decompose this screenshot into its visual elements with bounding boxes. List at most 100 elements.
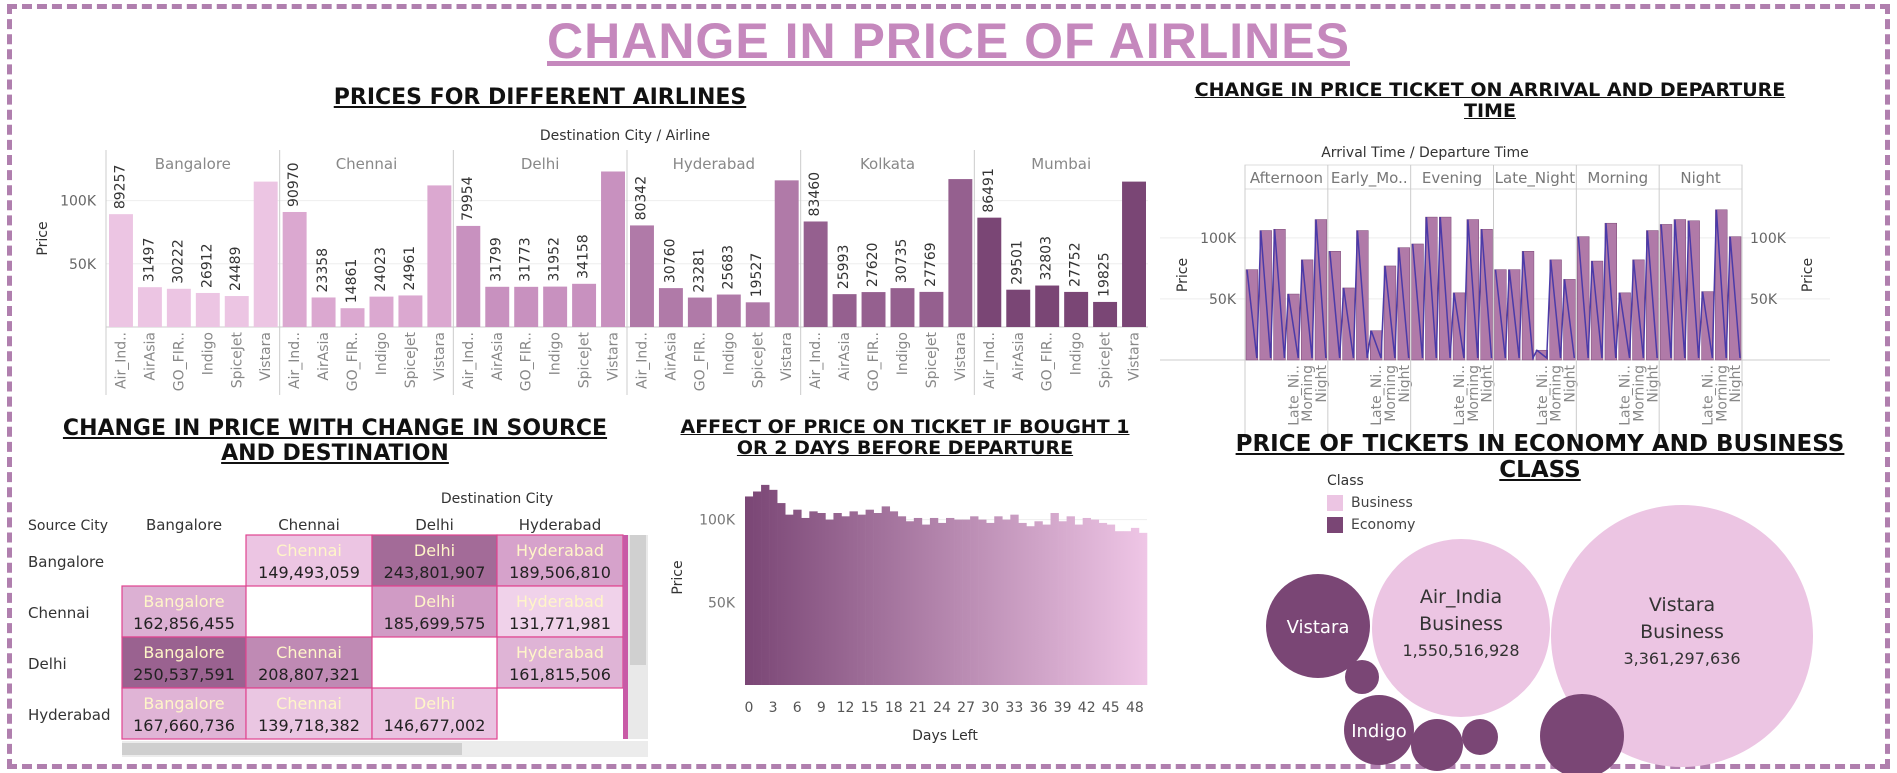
data-label: 23281	[691, 248, 707, 293]
x-tick-label: 27	[957, 700, 975, 716]
bar	[1026, 526, 1035, 685]
cell-value: 167,660,736	[133, 716, 235, 735]
bar	[1010, 514, 1019, 685]
bar	[1090, 519, 1100, 685]
bar	[905, 521, 915, 685]
cell-value: 243,801,907	[384, 563, 486, 582]
bar	[978, 519, 987, 685]
legend-item-economy[interactable]: Economy	[1327, 517, 1415, 533]
bar	[809, 511, 818, 685]
bar	[1082, 517, 1092, 685]
data-label: 30760	[662, 239, 678, 284]
bar	[137, 287, 162, 327]
bar	[921, 524, 931, 685]
bar	[761, 484, 770, 685]
x-tick-label: 21	[909, 700, 927, 716]
data-label: 14861	[344, 259, 360, 304]
row-label: Bangalore	[28, 553, 104, 571]
bar	[1122, 531, 1132, 685]
x-tick-label: SpiceJet	[229, 332, 245, 389]
arrival-departure-ylabel-right: Price	[1800, 258, 1816, 292]
x-tick-label: Air_Ind..	[634, 332, 650, 389]
legend-item-business[interactable]: Business	[1327, 495, 1415, 511]
column-label: Chennai	[278, 516, 340, 534]
x-tick-label: Air_Ind..	[113, 332, 129, 389]
x-tick-label: Indigo	[200, 332, 216, 375]
cell-destination-label: Bangalore	[143, 592, 224, 611]
bar	[825, 519, 834, 685]
table-edge	[623, 535, 628, 739]
data-label: 24023	[373, 247, 389, 292]
trend-line	[1246, 219, 1327, 359]
data-label: 26912	[199, 243, 215, 288]
data-label: 80342	[633, 176, 649, 221]
bubble	[1372, 539, 1550, 717]
data-label: 27620	[865, 243, 881, 288]
legend-swatch-business	[1327, 495, 1343, 511]
bar	[970, 516, 979, 685]
cell-destination-label: Chennai	[276, 643, 342, 662]
bar	[1006, 289, 1031, 327]
bar	[1114, 531, 1124, 685]
group-label: Mumbai	[1031, 155, 1091, 173]
bar	[745, 496, 754, 685]
bar	[1064, 291, 1089, 327]
arrival-departure-chart-header: Arrival Time / Departure Time	[1321, 145, 1529, 161]
heatmap-cell	[371, 687, 498, 740]
bubble	[1344, 695, 1414, 765]
bar	[954, 519, 963, 685]
x-tick-label: Air_Ind..	[808, 332, 824, 389]
bar	[1130, 527, 1140, 685]
bar	[986, 522, 995, 685]
x-tick-label: 3	[769, 700, 778, 716]
data-label: 27752	[1068, 242, 1084, 287]
group-label: Late_Night	[1495, 169, 1576, 188]
days-left-chart-title: AFFECT OF PRICE ON TICKET IF BOUGHT 1 OR…	[680, 416, 1130, 460]
x-tick-label: 39	[1054, 700, 1072, 716]
row-label: Hyderabad	[28, 706, 111, 724]
bar	[861, 292, 886, 327]
bar	[1106, 524, 1116, 685]
x-tick-label: Indigo	[721, 332, 737, 375]
bar	[849, 511, 858, 685]
data-label: 31773	[518, 237, 534, 282]
class-legend: Class Business Economy	[1327, 473, 1415, 533]
cell-value: 131,771,981	[509, 614, 611, 633]
x-tick-label: 0	[745, 700, 754, 716]
bar	[485, 286, 510, 327]
bar	[793, 509, 802, 685]
heatmap-cell	[245, 534, 373, 587]
bar	[601, 171, 625, 327]
data-label: 31497	[141, 238, 157, 283]
x-tick-label: Indigo	[548, 332, 564, 375]
x-tick-label: AirAsia	[1011, 332, 1027, 381]
trend-line	[1494, 251, 1576, 361]
bar	[514, 286, 539, 327]
legend-swatch-economy	[1327, 517, 1343, 533]
bubble	[1551, 505, 1813, 767]
bar	[946, 517, 955, 685]
group-label: Chennai	[336, 155, 398, 173]
bubble	[1266, 574, 1370, 678]
trend-line	[1411, 217, 1493, 359]
cell-value: 189,506,810	[509, 563, 611, 582]
bubble-value: 3,361,297,636	[1623, 649, 1740, 668]
days-left-xlabel: Days Left	[912, 728, 978, 744]
bar	[1098, 522, 1108, 685]
y-tick-label: 100K	[60, 194, 97, 210]
x-tick-label: 45	[1102, 700, 1120, 716]
bar	[1002, 519, 1011, 685]
bar	[1035, 285, 1060, 327]
cell-destination-label: Bangalore	[143, 694, 224, 713]
bar	[774, 180, 799, 327]
bar	[857, 514, 866, 685]
cell-value: 185,699,575	[384, 614, 486, 633]
bubble	[1345, 660, 1379, 694]
y-tick-label: 100K	[699, 513, 736, 529]
group-label: Bangalore	[155, 155, 231, 173]
x-tick-label: 24	[933, 700, 951, 716]
bar	[777, 503, 786, 685]
x-tick-label: AirAsia	[316, 332, 332, 381]
x-tick-label: 33	[1005, 700, 1023, 716]
